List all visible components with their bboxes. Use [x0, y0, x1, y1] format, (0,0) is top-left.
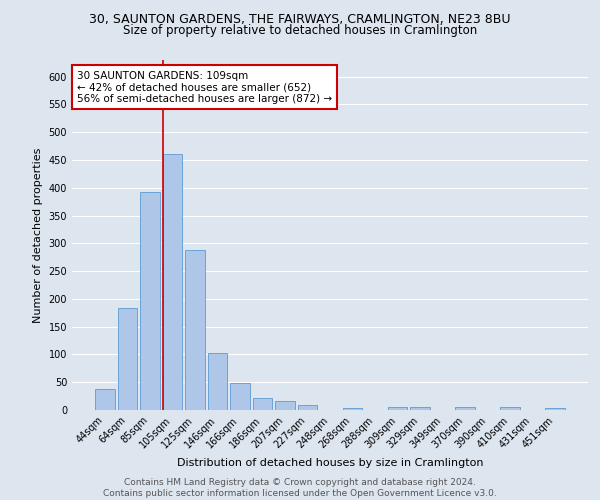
Bar [140, 192, 160, 410]
Bar [455, 406, 475, 410]
Bar [298, 405, 317, 410]
Y-axis label: Number of detached properties: Number of detached properties [33, 148, 43, 322]
Bar [208, 354, 227, 410]
Text: 30 SAUNTON GARDENS: 109sqm
← 42% of detached houses are smaller (652)
56% of sem: 30 SAUNTON GARDENS: 109sqm ← 42% of deta… [77, 70, 332, 104]
Bar [500, 406, 520, 410]
Bar [545, 408, 565, 410]
Bar [343, 408, 362, 410]
Bar [230, 383, 250, 410]
Text: 30, SAUNTON GARDENS, THE FAIRWAYS, CRAMLINGTON, NE23 8BU: 30, SAUNTON GARDENS, THE FAIRWAYS, CRAML… [89, 12, 511, 26]
Bar [253, 398, 272, 410]
Bar [275, 401, 295, 410]
Bar [410, 406, 430, 410]
Text: Contains HM Land Registry data © Crown copyright and database right 2024.
Contai: Contains HM Land Registry data © Crown c… [103, 478, 497, 498]
Text: Size of property relative to detached houses in Cramlington: Size of property relative to detached ho… [123, 24, 477, 37]
Bar [388, 406, 407, 410]
Bar [118, 308, 137, 410]
X-axis label: Distribution of detached houses by size in Cramlington: Distribution of detached houses by size … [177, 458, 483, 468]
Bar [185, 250, 205, 410]
Bar [163, 154, 182, 410]
Bar [95, 390, 115, 410]
